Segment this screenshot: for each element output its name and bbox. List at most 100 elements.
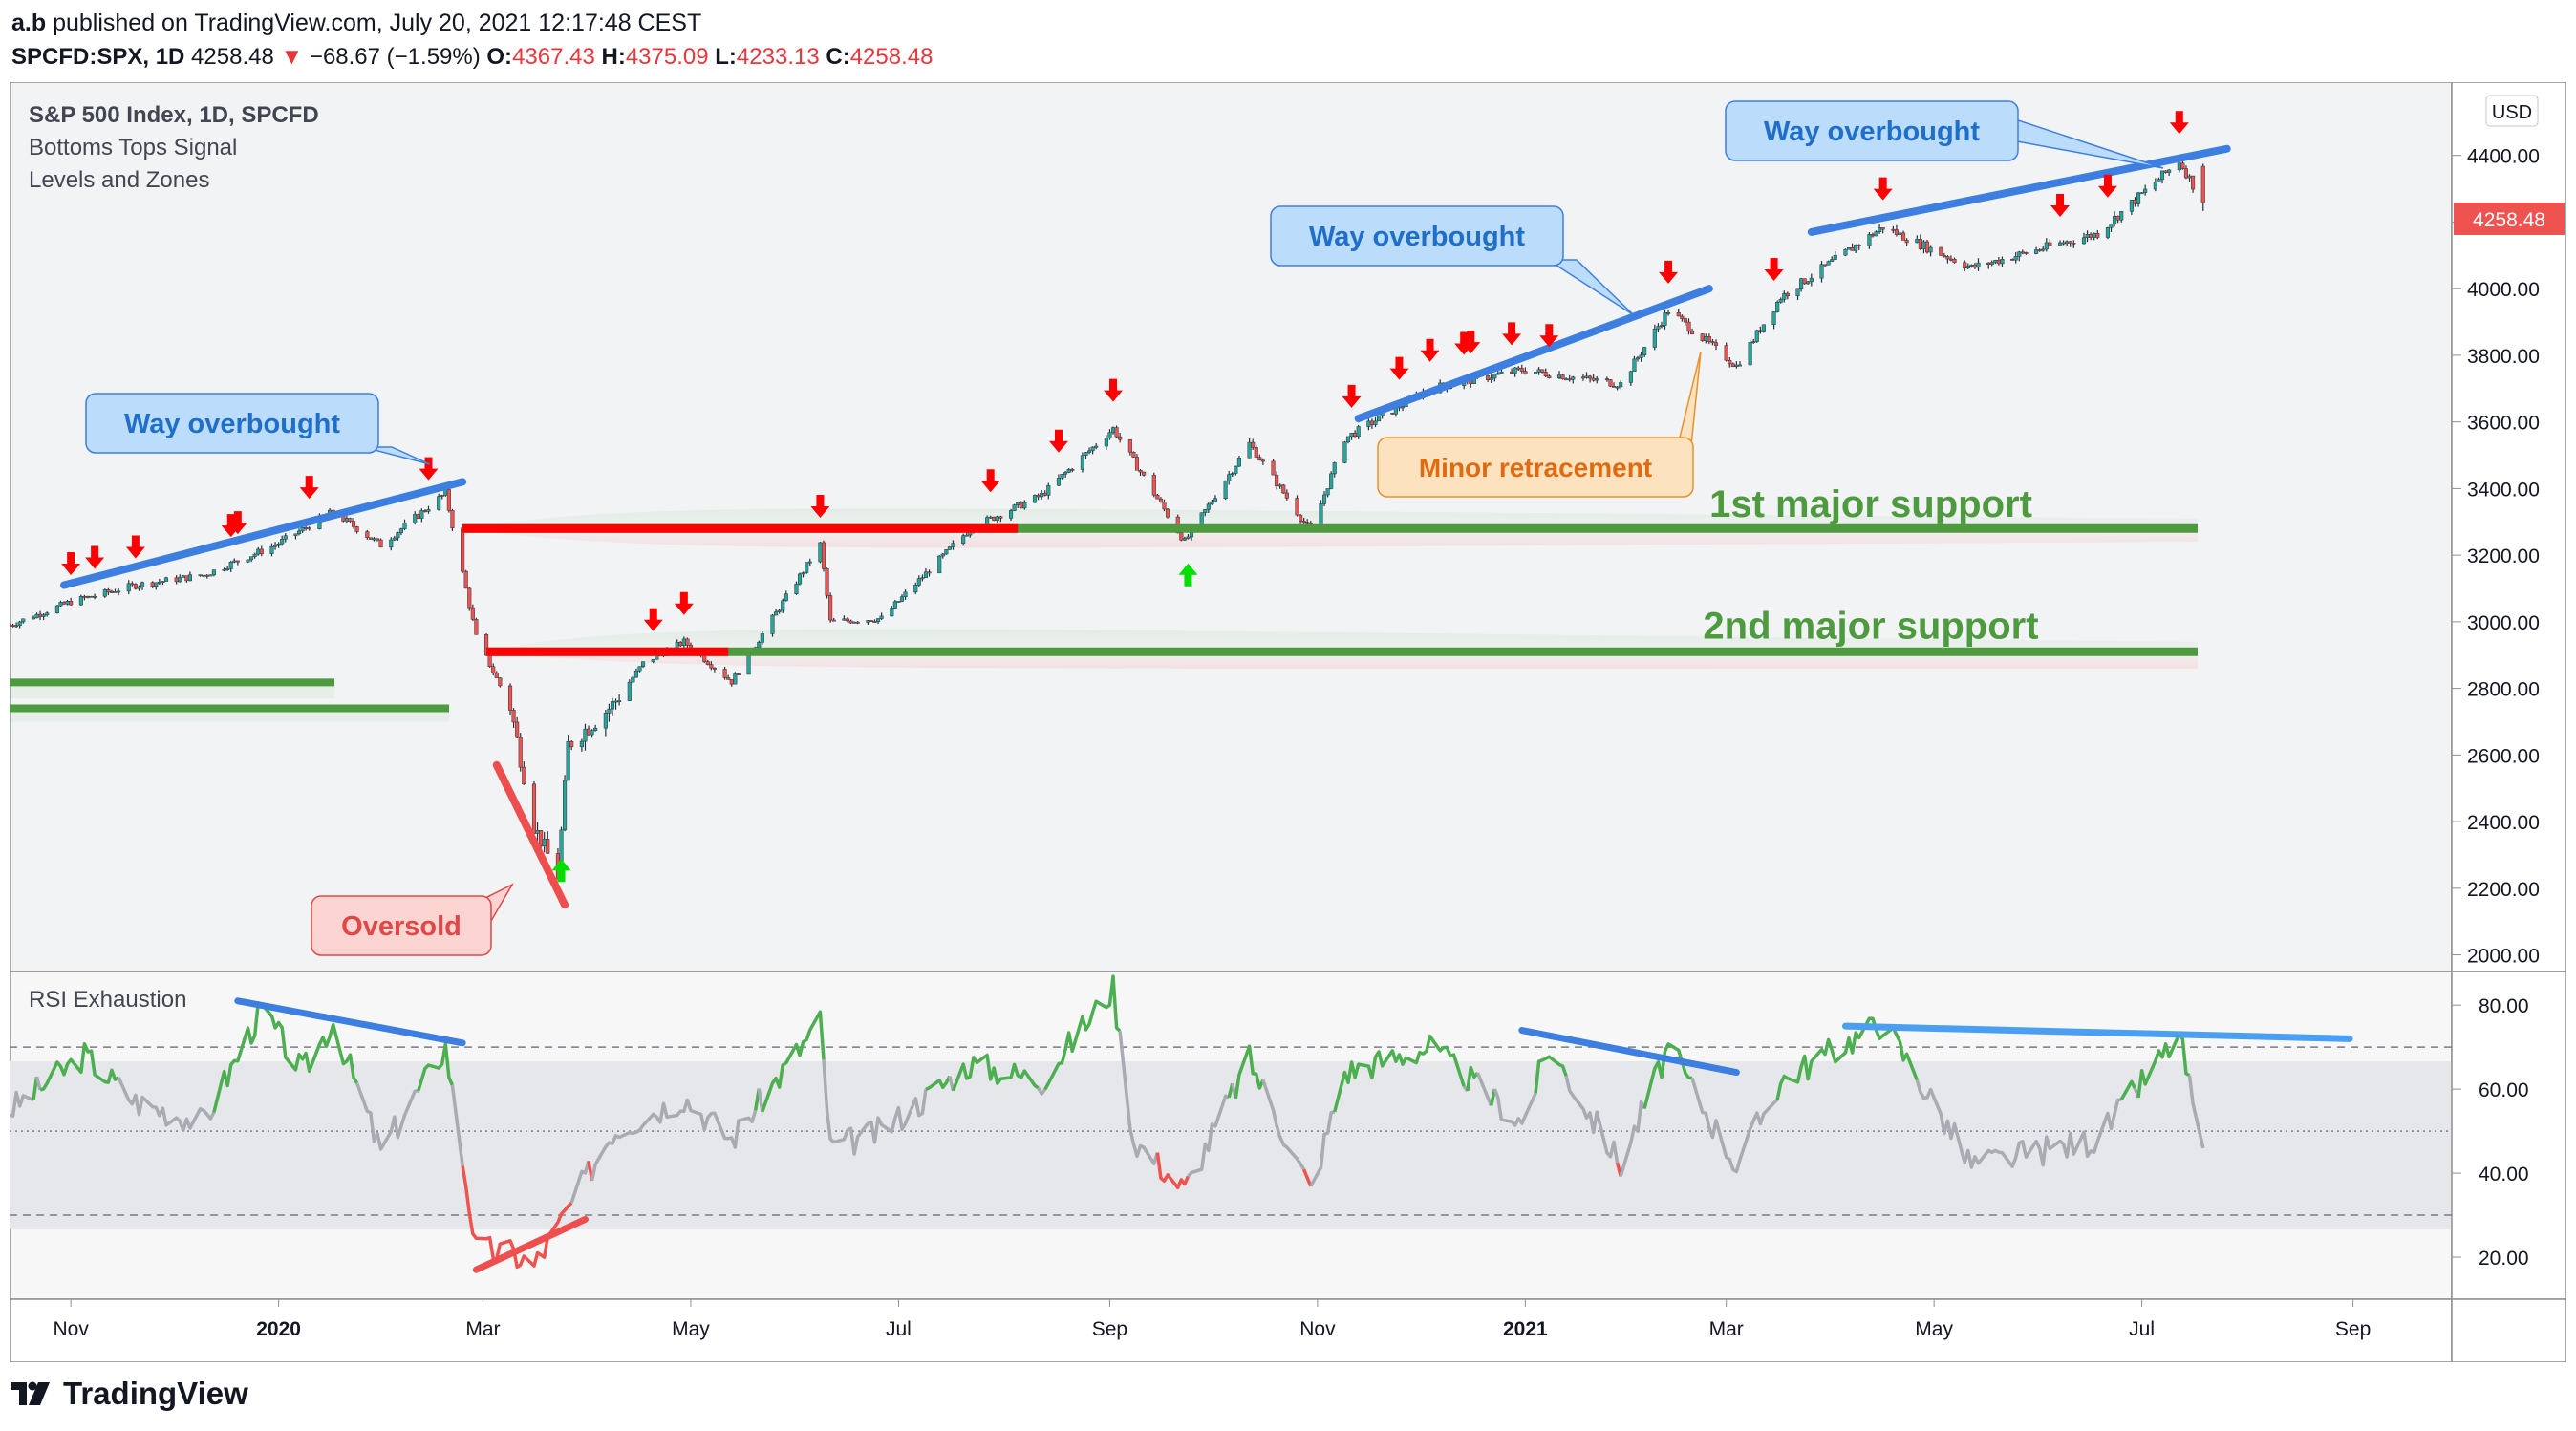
candle-body <box>1635 357 1641 360</box>
candle-body <box>1689 331 1695 334</box>
candle <box>2013 251 2018 264</box>
candle <box>794 581 799 595</box>
rsi-title[interactable]: RSI Exhaustion <box>29 987 186 1013</box>
candle <box>1142 471 1147 477</box>
brand-name: TradingView <box>63 1376 248 1411</box>
candle <box>461 525 465 574</box>
candle <box>920 574 925 582</box>
candle-body <box>113 591 118 593</box>
candle <box>1138 469 1143 477</box>
chart-canvas[interactable]: 2000.00 2200.00 2400.00 2600.00 2800.00 3000.… <box>10 82 2566 1362</box>
candle <box>1127 438 1132 456</box>
candle-body <box>1666 312 1671 314</box>
candle <box>1162 499 1167 512</box>
candle-body <box>2177 162 2181 171</box>
candle-body <box>1918 239 1922 249</box>
candle <box>2048 239 2052 247</box>
sell-signal-arrow <box>2169 111 2189 135</box>
candle-body <box>2200 165 2205 203</box>
candle-body <box>1830 259 1835 262</box>
candle-body <box>21 618 26 623</box>
candle-body <box>31 617 36 620</box>
candle <box>1901 230 1906 241</box>
candle-body <box>1151 475 1156 496</box>
candle <box>89 595 94 598</box>
candle <box>760 630 764 645</box>
candle-body <box>726 677 731 680</box>
candle-body <box>202 574 206 577</box>
candle <box>41 612 46 620</box>
main-series-title[interactable]: S&P 500 Index, 1D, SPCFD <box>29 102 319 128</box>
candle-body <box>2020 251 2025 254</box>
candle-body <box>1536 369 1541 373</box>
candle <box>1928 245 1933 257</box>
callout-box <box>85 393 379 454</box>
candle-body <box>1107 432 1112 439</box>
candle <box>1754 329 1759 343</box>
rsi-oversold-line <box>472 1215 589 1273</box>
candle <box>378 538 383 548</box>
candle <box>1223 480 1228 501</box>
candle-body <box>2010 259 2015 261</box>
candle-body <box>1063 472 1068 475</box>
tradingview-logo[interactable]: TradingView <box>11 1376 248 1412</box>
rsi-segment <box>212 1001 359 1113</box>
price-axis-label: 2400.00 <box>2467 812 2540 834</box>
candle-body <box>1138 470 1143 473</box>
rsi-segment <box>450 1084 464 1166</box>
candle-body <box>631 676 635 683</box>
candle <box>531 780 537 838</box>
candle-body <box>586 728 591 736</box>
candle-body <box>280 539 285 545</box>
candle <box>1495 370 1500 375</box>
currency-badge[interactable] <box>2485 95 2539 127</box>
candle <box>845 617 850 623</box>
candle-body <box>1952 258 1957 264</box>
sell-signal-arrow <box>2050 193 2071 217</box>
candle-body <box>2157 179 2161 182</box>
candle-body <box>995 516 999 521</box>
candle-body <box>651 659 655 662</box>
candle-body <box>1993 260 1998 263</box>
candle-body <box>2180 162 2185 169</box>
price-axis-label: 3600.00 <box>2467 413 2540 435</box>
candle <box>2129 200 2134 215</box>
publisher-name[interactable]: a.b <box>11 10 47 36</box>
candle <box>1963 260 1967 272</box>
candle <box>1795 288 1800 301</box>
callout-box <box>1270 205 1564 267</box>
candle <box>617 694 622 706</box>
candle-body <box>45 612 50 615</box>
candle-body <box>1710 341 1715 343</box>
candle <box>1271 459 1276 476</box>
rsi-segment <box>417 1042 455 1092</box>
candle-body <box>1486 375 1491 381</box>
candle <box>1134 454 1140 471</box>
symbol-interval[interactable]: SPCFD:SPX, 1D <box>11 44 185 70</box>
candle <box>590 729 594 738</box>
candle-body <box>1016 502 1020 505</box>
indicator-levels-zones[interactable]: Levels and Zones <box>29 167 209 193</box>
candle <box>641 661 646 669</box>
candle <box>637 666 642 673</box>
candle <box>770 613 775 637</box>
candle-body <box>1945 256 1950 260</box>
candle <box>1260 458 1265 465</box>
candle <box>137 585 141 591</box>
candle-body <box>1329 473 1334 489</box>
callout-2: Way overbought <box>1725 100 2164 169</box>
candle <box>913 582 918 595</box>
sell-signal-arrow <box>85 545 105 569</box>
candle <box>899 594 905 603</box>
time-axis[interactable] <box>10 1298 2453 1362</box>
trendlines <box>60 144 2231 909</box>
candle-body <box>2013 256 2018 261</box>
indicator-bottoms-tops[interactable]: Bottoms Tops Signal <box>29 135 237 160</box>
rsi-axis[interactable] <box>2451 971 2566 1300</box>
candle <box>1158 497 1163 503</box>
candle <box>805 562 809 574</box>
sell-signal-arrow <box>1461 331 1481 354</box>
candle-body <box>1580 376 1586 379</box>
candle <box>801 571 805 578</box>
candle-body <box>947 546 952 550</box>
